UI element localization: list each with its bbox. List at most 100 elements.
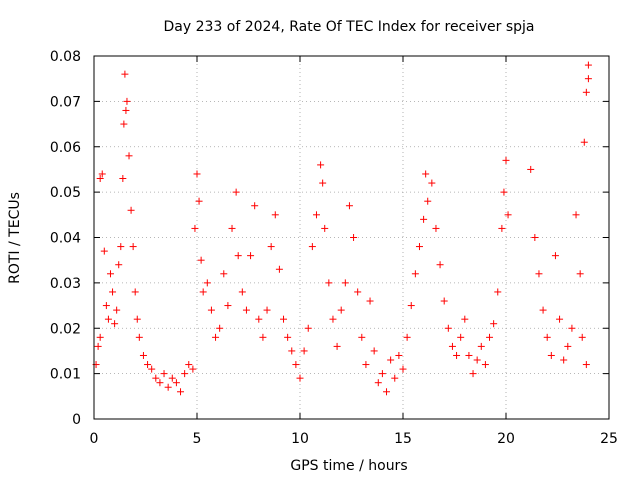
y-tick-label: 0.04 bbox=[50, 231, 81, 247]
data-point bbox=[168, 374, 176, 382]
data-point bbox=[127, 206, 135, 214]
y-tick-label: 0.02 bbox=[50, 321, 81, 337]
data-point bbox=[102, 302, 110, 310]
data-point bbox=[535, 270, 543, 278]
data-point bbox=[358, 333, 366, 341]
data-point bbox=[341, 279, 349, 287]
data-point bbox=[329, 315, 337, 323]
data-point bbox=[319, 179, 327, 187]
data-point bbox=[242, 306, 250, 314]
data-point bbox=[461, 315, 469, 323]
data-point bbox=[96, 333, 104, 341]
data-point bbox=[422, 170, 430, 178]
data-point bbox=[284, 333, 292, 341]
data-point bbox=[94, 342, 102, 350]
data-point bbox=[403, 333, 411, 341]
data-point bbox=[160, 370, 168, 378]
data-point bbox=[121, 70, 129, 78]
y-tick-label: 0 bbox=[72, 412, 81, 428]
data-point bbox=[133, 315, 141, 323]
data-point bbox=[152, 374, 160, 382]
data-point bbox=[481, 361, 489, 369]
data-point bbox=[267, 243, 275, 251]
y-tick-label: 0.05 bbox=[50, 185, 81, 201]
data-point bbox=[568, 324, 576, 332]
data-point bbox=[582, 361, 590, 369]
data-point bbox=[191, 224, 199, 232]
data-point bbox=[457, 333, 465, 341]
data-point bbox=[436, 261, 444, 269]
data-point bbox=[325, 279, 333, 287]
data-point bbox=[362, 361, 370, 369]
data-point bbox=[193, 170, 201, 178]
data-point bbox=[232, 188, 240, 196]
data-point bbox=[100, 247, 108, 255]
data-point bbox=[189, 365, 197, 373]
data-point bbox=[195, 197, 203, 205]
data-point bbox=[345, 202, 353, 210]
data-point bbox=[228, 224, 236, 232]
data-point bbox=[308, 243, 316, 251]
data-point bbox=[556, 315, 564, 323]
x-tick-label: 0 bbox=[90, 431, 99, 447]
data-point bbox=[317, 161, 325, 169]
data-point bbox=[212, 333, 220, 341]
data-point bbox=[207, 306, 215, 314]
data-point bbox=[115, 261, 123, 269]
data-point bbox=[354, 288, 362, 296]
data-point bbox=[547, 351, 555, 359]
data-point bbox=[280, 315, 288, 323]
data-point bbox=[275, 265, 283, 273]
data-point bbox=[135, 333, 143, 341]
x-tick-label: 15 bbox=[394, 431, 412, 447]
x-axis-label: GPS time / hours bbox=[290, 458, 407, 474]
data-point bbox=[259, 333, 267, 341]
data-point bbox=[391, 374, 399, 382]
data-point bbox=[247, 252, 255, 260]
y-tick-label: 0.03 bbox=[50, 276, 81, 292]
x-tick-label: 25 bbox=[600, 431, 618, 447]
data-point bbox=[584, 61, 592, 69]
data-point bbox=[498, 224, 506, 232]
data-point bbox=[238, 288, 246, 296]
data-point bbox=[199, 288, 207, 296]
data-point bbox=[333, 342, 341, 350]
data-point bbox=[424, 197, 432, 205]
data-point bbox=[156, 379, 164, 387]
data-point bbox=[106, 270, 114, 278]
data-point bbox=[378, 370, 386, 378]
y-tick-label: 0.08 bbox=[50, 49, 81, 65]
data-point bbox=[407, 302, 415, 310]
data-point bbox=[502, 156, 510, 164]
data-marks bbox=[92, 61, 592, 396]
data-point bbox=[551, 252, 559, 260]
data-point bbox=[131, 288, 139, 296]
data-point bbox=[234, 252, 242, 260]
data-point bbox=[473, 356, 481, 364]
data-point bbox=[399, 365, 407, 373]
data-point bbox=[564, 342, 572, 350]
data-point bbox=[109, 288, 117, 296]
data-point bbox=[432, 224, 440, 232]
data-point bbox=[440, 297, 448, 305]
data-point bbox=[220, 270, 228, 278]
data-point bbox=[224, 302, 232, 310]
data-point bbox=[111, 320, 119, 328]
data-point bbox=[98, 170, 106, 178]
data-point bbox=[578, 333, 586, 341]
data-point bbox=[177, 388, 185, 396]
data-point bbox=[584, 75, 592, 83]
data-point bbox=[139, 351, 147, 359]
y-tick-label: 0.01 bbox=[50, 367, 81, 383]
data-point bbox=[181, 370, 189, 378]
data-point bbox=[292, 361, 300, 369]
data-point bbox=[185, 361, 193, 369]
data-point bbox=[144, 361, 152, 369]
data-point bbox=[312, 211, 320, 219]
data-point bbox=[113, 306, 121, 314]
data-point bbox=[300, 347, 308, 355]
data-point bbox=[395, 351, 403, 359]
y-tick-label: 0.06 bbox=[50, 140, 81, 156]
data-point bbox=[531, 234, 539, 241]
